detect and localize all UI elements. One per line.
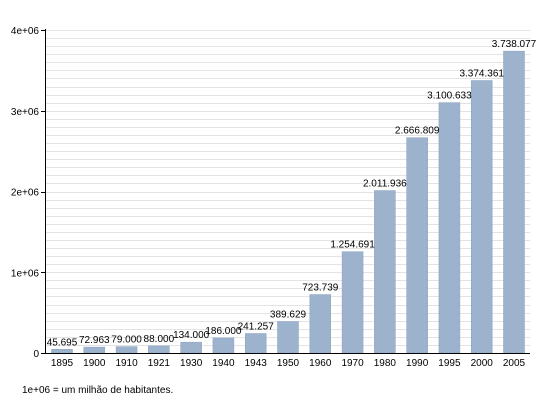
y-tick-label: 4e+06 bbox=[11, 26, 40, 37]
y-tick-label: 2e+06 bbox=[11, 188, 40, 199]
x-tick-label: 2000 bbox=[471, 358, 494, 369]
bar-1943 bbox=[244, 333, 267, 354]
x-tick-label: 1970 bbox=[341, 358, 364, 369]
bar-value-label: 186.000 bbox=[205, 326, 242, 337]
bar-value-label: 88.000 bbox=[144, 334, 175, 345]
bar-value-label: 3.374.361 bbox=[459, 69, 504, 80]
x-tick-label: 1995 bbox=[438, 358, 461, 369]
bar-1995 bbox=[438, 102, 461, 354]
x-tick-label: 1910 bbox=[115, 358, 138, 369]
bar-value-label: 134.000 bbox=[173, 330, 210, 341]
bar-1910 bbox=[115, 346, 138, 354]
bar-value-label: 72.963 bbox=[79, 335, 110, 346]
bar-value-label: 2.666.809 bbox=[395, 126, 440, 137]
bar-1900 bbox=[83, 346, 106, 354]
bar-1990 bbox=[406, 137, 428, 354]
bar-value-label: 3.738.077 bbox=[492, 39, 537, 50]
axes bbox=[41, 29, 530, 354]
x-tick-label: 1940 bbox=[212, 358, 235, 369]
bars bbox=[51, 50, 525, 354]
x-tick-label: 1950 bbox=[277, 358, 300, 369]
bar-value-label: 2.011.936 bbox=[363, 179, 407, 190]
y-tick-label: 1e+06 bbox=[11, 268, 40, 279]
bar-value-label: 723.739 bbox=[302, 283, 339, 294]
x-tick-label: 1980 bbox=[374, 358, 397, 369]
y-tick-label: 3e+06 bbox=[11, 107, 40, 118]
x-tick-label: 1990 bbox=[406, 358, 429, 369]
bar-value-labels: 45.695 72.963 79.000 88.000134.000186.00024… bbox=[47, 39, 537, 348]
bar-1940 bbox=[212, 337, 235, 354]
x-tick-label: 1943 bbox=[245, 358, 268, 369]
bar-value-label: 389.629 bbox=[270, 310, 307, 321]
bar-1980 bbox=[374, 190, 396, 354]
bar-value-label: 1.254.691 bbox=[330, 240, 375, 251]
x-tick-label: 1960 bbox=[309, 358, 332, 369]
bar-1921 bbox=[148, 345, 170, 354]
bar-2000 bbox=[470, 80, 493, 354]
x-tick-label: 1895 bbox=[51, 358, 74, 369]
y-tick-label: 0 bbox=[33, 349, 39, 360]
bar-1960 bbox=[309, 294, 332, 354]
bar-value-label: 3.100.633 bbox=[427, 91, 472, 102]
x-tick-label: 1930 bbox=[180, 358, 203, 369]
x-tick-label: 2005 bbox=[503, 358, 526, 369]
bar-1950 bbox=[277, 321, 299, 354]
x-axis-tick-labels: 1895 1900 1910 1921 1930 1940 1943 1950 1960 1970… bbox=[51, 358, 526, 369]
bar-1895 bbox=[51, 349, 73, 354]
bar-1930 bbox=[180, 341, 202, 354]
bar-value-label: 79.000 bbox=[111, 335, 142, 346]
bar-value-label: 45.695 bbox=[47, 337, 78, 348]
y-axis-tick-labels: 0 1e+06 2e+06 3e+06 4e+06 bbox=[11, 26, 40, 360]
bar-value-label: 241.257 bbox=[238, 322, 275, 333]
bar-1970 bbox=[341, 251, 364, 354]
x-tick-label: 1921 bbox=[148, 358, 171, 369]
x-tick-label: 1900 bbox=[83, 358, 106, 369]
footnote: 1e+06 = um milhão de habitantes. bbox=[22, 385, 174, 396]
bar-2005 bbox=[503, 50, 525, 354]
